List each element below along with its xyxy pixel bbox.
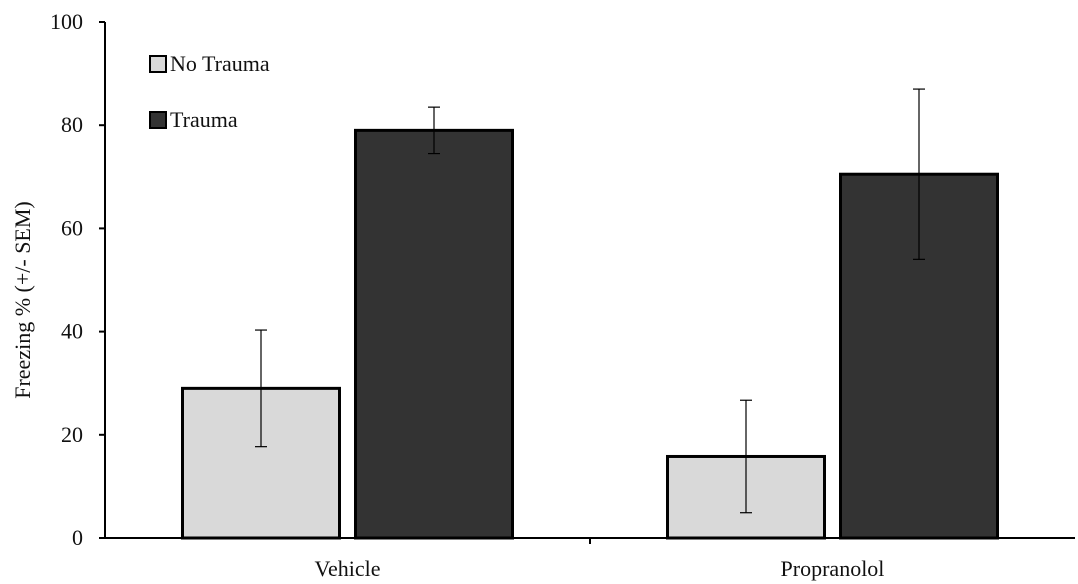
bar-trauma-vehicle (354, 128, 514, 540)
y-tick-label: 20 (61, 422, 83, 447)
x-category-label: Propranolol (781, 556, 885, 581)
y-tick-label: 40 (61, 319, 83, 344)
y-axis-ticks: 0 20 40 60 80 100 (50, 9, 105, 550)
legend-label: Trauma (170, 107, 238, 132)
x-category-label: Vehicle (315, 556, 381, 581)
y-tick-label: 100 (50, 9, 83, 34)
y-axis-title: Freezing % (+/- SEM) (10, 201, 35, 399)
error-bars (255, 88, 925, 514)
legend: No Trauma Trauma (149, 51, 270, 132)
bars (181, 128, 999, 540)
legend-swatch (149, 111, 167, 129)
y-tick-label: 0 (72, 525, 83, 550)
x-axis-ticks: Vehicle Propranolol (315, 538, 885, 581)
y-tick-label: 80 (61, 112, 83, 137)
legend-swatch (149, 55, 167, 73)
y-tick-label: 60 (61, 215, 83, 240)
legend-label: No Trauma (170, 51, 270, 76)
